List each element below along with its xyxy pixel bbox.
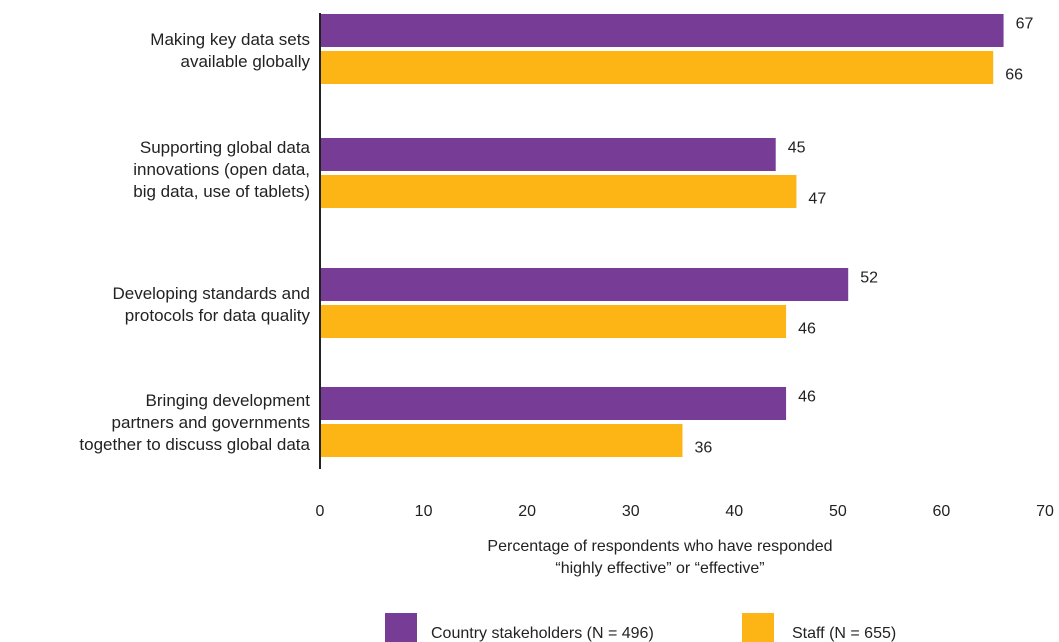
category-label-4-line-1: Bringing development	[146, 391, 311, 410]
legend: Country stakeholders (N = 496) Staff (N …	[385, 613, 896, 642]
x-tick-label-70: 70	[1036, 503, 1054, 520]
x-tick-label-20: 20	[518, 503, 536, 520]
data-label-staff-4: 36	[695, 440, 713, 457]
x-tick-label-10: 10	[415, 503, 433, 520]
bar-staff-2	[320, 175, 797, 208]
x-tick-label-0: 0	[316, 503, 325, 520]
category-label-3-line-1: Developing standards and	[112, 284, 310, 303]
x-tick-label-30: 30	[622, 503, 640, 520]
category-label-2-line-1: Supporting global data	[140, 138, 311, 157]
data-label-country-stakeholders-3: 52	[860, 270, 878, 287]
x-tick-label-50: 50	[829, 503, 847, 520]
bar-country-stakeholders-4	[320, 387, 787, 420]
category-labels: Making key data sets available globally Su…	[79, 30, 310, 454]
category-label-1-line-2: available globally	[181, 52, 311, 71]
bar-staff-4	[320, 424, 683, 457]
legend-swatch-staff	[742, 613, 774, 642]
legend-swatch-country-stakeholders	[385, 613, 417, 642]
category-label-3-line-2: protocols for data quality	[125, 306, 311, 325]
bar-country-stakeholders-2	[320, 138, 776, 171]
data-label-country-stakeholders-1: 67	[1016, 16, 1034, 33]
category-label-1-line-1: Making key data sets	[150, 30, 310, 49]
category-label-2-line-3: big data, use of tablets)	[133, 182, 310, 201]
data-label-country-stakeholders-2: 45	[788, 140, 806, 157]
data-label-country-stakeholders-4: 46	[798, 389, 816, 406]
data-label-staff-3: 46	[798, 321, 816, 338]
bar-country-stakeholders-1	[320, 14, 1004, 47]
data-label-staff-2: 47	[808, 191, 826, 208]
x-tick-label-60: 60	[933, 503, 951, 520]
bar-staff-1	[320, 51, 994, 84]
bar-country-stakeholders-3	[320, 268, 849, 301]
bar-staff-3	[320, 305, 787, 338]
x-axis-title-line-1: Percentage of respondents who have respo…	[487, 538, 832, 555]
plot-area: 67 66 45 47 52 46 46 36	[320, 14, 1033, 457]
category-label-2-line-2: innovations (open data,	[133, 160, 310, 179]
x-axis-ticks: 0 10 20 30 40 50 60 70	[316, 503, 1054, 520]
data-label-staff-1: 66	[1005, 67, 1023, 84]
legend-label-country-stakeholders: Country stakeholders (N = 496)	[431, 625, 654, 642]
category-label-4-line-2: partners and governments	[112, 413, 310, 432]
x-axis-title-line-2: “highly effective” or “effective”	[555, 560, 764, 577]
legend-label-staff: Staff (N = 655)	[792, 625, 896, 642]
category-label-4-line-3: together to discuss global data	[79, 435, 310, 454]
x-tick-label-40: 40	[725, 503, 743, 520]
